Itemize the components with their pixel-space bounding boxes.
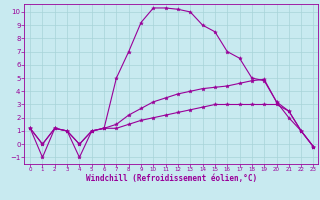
- X-axis label: Windchill (Refroidissement éolien,°C): Windchill (Refroidissement éolien,°C): [86, 174, 257, 183]
